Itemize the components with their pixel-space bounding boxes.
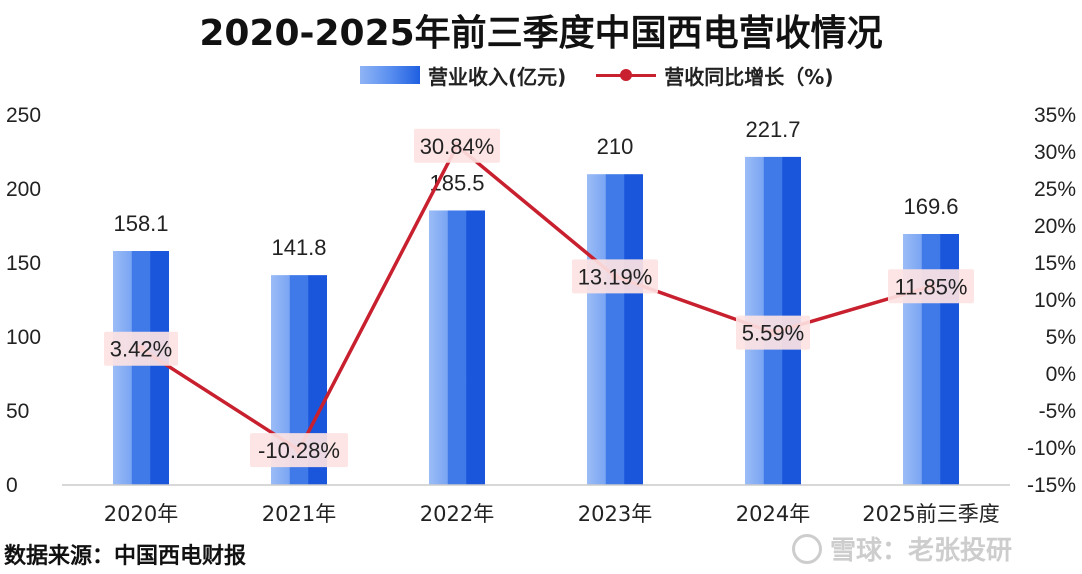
left-tick-label: 50 [6, 400, 29, 423]
bar-value-label: 221.7 [745, 117, 800, 142]
growth-label-bg [104, 331, 178, 366]
growth-value-label: 30.84% [420, 134, 495, 159]
right-tick-label: 35% [1034, 104, 1076, 127]
right-tick-label: 20% [1034, 215, 1076, 238]
right-tick-label: -15% [1027, 474, 1076, 497]
legend-growth-label: 营收同比增长（%) [664, 64, 834, 89]
line-series [137, 141, 935, 455]
x-axis: 2020年 2021年 2022年 2023年 2024年 2025前三季度 [104, 502, 1000, 526]
bar-value-label: 169.6 [903, 194, 958, 219]
growth-label-bg [414, 128, 500, 163]
bar-value-label: 210 [597, 134, 634, 159]
chart-title: 2020-2025年前三季度中国西电营收情况 [199, 13, 883, 54]
left-tick-label: 250 [6, 104, 41, 127]
legend-revenue-label: 营业收入(亿元) [428, 64, 567, 89]
left-tick-label: 200 [6, 178, 41, 201]
growth-value-label: 5.59% [742, 321, 804, 346]
growth-value-label: 13.19% [578, 264, 653, 289]
right-tick-label: 0% [1046, 363, 1076, 386]
growth-value-label: 11.85% [895, 274, 968, 299]
legend-item-growth: 营收同比增长（%) [596, 61, 833, 90]
x-tick-label: 2024年 [736, 502, 810, 526]
right-tick-label: 15% [1034, 252, 1076, 275]
watermark: 雪球：老张投研 [792, 530, 1012, 567]
data-source-note: 数据来源：中国西电财报 [4, 544, 247, 569]
snowball-logo-icon [792, 533, 822, 564]
right-tick-label: -10% [1027, 437, 1076, 460]
right-tick-label: 25% [1034, 178, 1076, 201]
right-axis: -15% -10% -5% 0% 5% 10% 15% 20% 25% 30% 35% [1027, 104, 1076, 497]
left-tick-label: 100 [6, 326, 41, 349]
x-tick-label: 2020年 [104, 502, 178, 526]
bar-series [113, 156, 959, 485]
bar [429, 210, 485, 485]
right-tick-label: 10% [1034, 289, 1076, 312]
growth-label-bg [572, 259, 658, 294]
legend-item-revenue: 营业收入(亿元) [360, 61, 566, 90]
bar-value-label: 158.1 [113, 211, 168, 236]
left-tick-label: 150 [6, 252, 41, 275]
bar [113, 251, 169, 485]
right-tick-label: 5% [1046, 326, 1076, 349]
growth-label-bg [888, 269, 974, 304]
growth-value-label: -10.28% [258, 438, 340, 463]
watermark-text: 雪球：老张投研 [830, 536, 1013, 566]
right-tick-label: 30% [1034, 141, 1076, 164]
bar-value-label: 141.8 [271, 235, 326, 260]
growth-label-bg [250, 433, 348, 468]
legend-bar-swatch [360, 66, 420, 84]
x-tick-label: 2025前三季度 [862, 502, 999, 526]
bar [587, 174, 643, 485]
line-value-labels: 3.42% -10.28% 30.84% 13.19% 5.59% 11.85% [104, 128, 974, 468]
x-tick-label: 2022年 [420, 502, 494, 526]
chart-legend: 营业收入(亿元) 营收同比增长（%) [360, 60, 863, 90]
left-tick-label: 0 [6, 474, 18, 497]
x-tick-label: 2023年 [578, 502, 652, 526]
legend-line-swatch [596, 65, 657, 85]
growth-label-bg [736, 315, 810, 350]
growth-value-label: 3.42% [110, 337, 172, 362]
right-tick-label: -5% [1039, 400, 1076, 423]
left-axis: 0 50 100 150 200 250 [6, 104, 41, 497]
x-tick-label: 2021年 [262, 502, 336, 526]
growth-line [140, 144, 932, 452]
